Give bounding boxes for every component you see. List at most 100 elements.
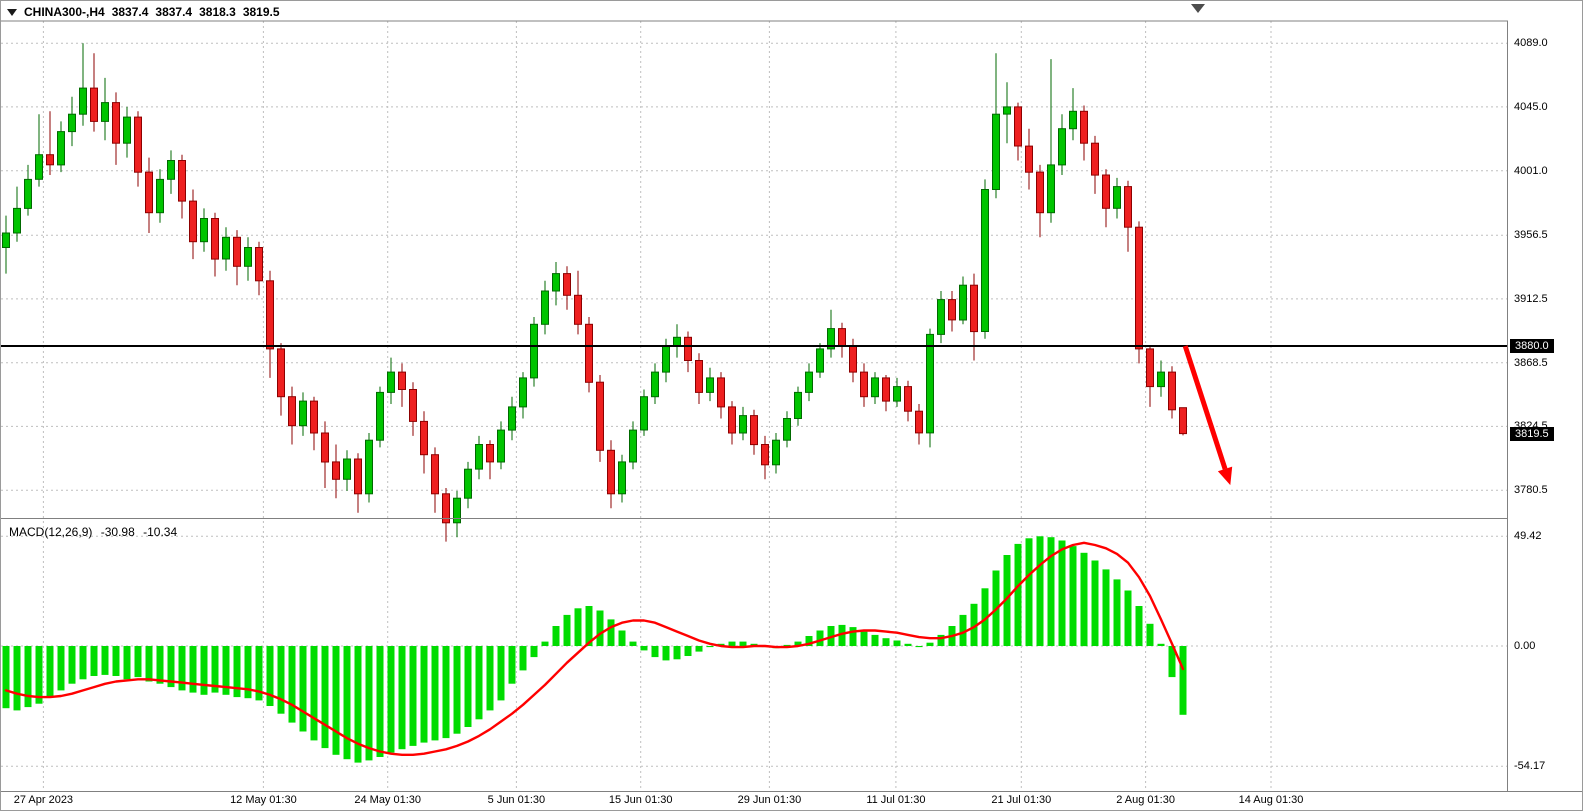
time-axis-label: 24 May 01:30	[354, 794, 422, 806]
candle	[497, 421, 505, 470]
candle	[695, 353, 703, 404]
candle	[541, 280, 549, 335]
candle	[200, 208, 208, 252]
candle	[1135, 221, 1143, 364]
ohlc-close: 3819.5	[242, 5, 280, 19]
time-axis[interactable]: 27 Apr 2023 12 May 01:30 24 May 01:30 5 Jun…	[1, 793, 1507, 810]
candle	[684, 331, 692, 373]
macd-name: MACD(12,26,9)	[9, 525, 93, 539]
price-badge: 3880.0	[1510, 339, 1554, 353]
candle	[101, 77, 109, 141]
candle	[13, 186, 21, 242]
trend-arrow[interactable]	[1182, 345, 1233, 486]
symbol-ohlc-header: CHINA300-,H4 3837.4 3837.4 3818.3 3819.5	[7, 5, 280, 19]
time-axis-label: 29 Jun 01:30	[737, 794, 802, 806]
candle	[585, 317, 593, 393]
candle	[354, 453, 362, 513]
price-tick-label: 3868.5	[1514, 356, 1548, 369]
candle	[915, 404, 923, 445]
price-tick-label: 4045.0	[1514, 100, 1548, 113]
price-tick-label: 4001.0	[1514, 164, 1548, 177]
candle	[90, 53, 98, 132]
candle	[640, 389, 648, 436]
candle	[398, 363, 406, 407]
candle	[79, 43, 87, 126]
horizontal-gridlines-main	[1, 42, 1507, 491]
candle	[1014, 102, 1022, 161]
candle	[1179, 407, 1187, 436]
chart-shift-marker-icon[interactable]	[1191, 4, 1205, 13]
candle	[178, 154, 186, 219]
candle	[552, 262, 560, 306]
candle	[1113, 177, 1121, 219]
candle	[882, 375, 890, 412]
candle	[266, 270, 274, 378]
candle	[387, 357, 395, 404]
candle	[189, 189, 197, 260]
candle	[1168, 366, 1176, 419]
candle	[739, 406, 747, 441]
candle	[299, 392, 307, 436]
candle	[706, 367, 714, 402]
pane-frames	[1, 20, 1582, 792]
candle	[321, 421, 329, 488]
candle	[211, 212, 219, 277]
price-tick-label: 3956.5	[1514, 229, 1548, 242]
candle	[376, 386, 384, 448]
candle	[805, 363, 813, 402]
time-axis-label: 15 Jun 01:30	[608, 794, 673, 806]
candle	[981, 179, 989, 339]
candle	[1047, 59, 1055, 223]
candle	[255, 241, 263, 296]
candle	[365, 433, 373, 503]
candle	[838, 322, 846, 358]
ohlc-open: 3837.4	[111, 5, 149, 19]
candle	[35, 114, 43, 187]
candle	[46, 111, 54, 175]
time-axis-label: 14 Aug 01:30	[1238, 794, 1304, 806]
candle	[68, 96, 76, 147]
macd-signal-line	[4, 541, 1185, 756]
candle	[783, 411, 791, 448]
candle	[134, 111, 142, 187]
candle	[717, 372, 725, 419]
candle	[508, 396, 516, 441]
time-axis-label: 21 Jul 01:30	[991, 794, 1052, 806]
macd-tick-label: 0.00	[1514, 640, 1536, 652]
candle	[343, 450, 351, 491]
symbol-period-label: CHINA300-,H4	[24, 5, 105, 19]
horizontal-gridlines-macd	[1, 535, 1507, 767]
candle	[1091, 135, 1099, 194]
candle	[761, 435, 769, 480]
candle	[244, 237, 252, 281]
price-tick-label: 3780.5	[1514, 484, 1548, 497]
price-tick-label: 4089.0	[1514, 37, 1548, 50]
price-axis[interactable]: 4089.04045.04001.03956.53912.53868.53824…	[1508, 1, 1582, 791]
candle	[1157, 360, 1165, 397]
candle	[563, 266, 571, 310]
time-axis-label: 27 Apr 2023	[13, 794, 74, 806]
candle	[167, 150, 175, 194]
candle	[651, 363, 659, 404]
candle	[574, 270, 582, 335]
candle	[1080, 105, 1088, 161]
time-axis-label: 5 Jun 01:30	[487, 794, 546, 806]
symbol-dropdown-icon[interactable]	[7, 8, 17, 16]
price-tick-label: 3912.5	[1514, 292, 1548, 305]
ohlc-high: 3837.4	[155, 5, 193, 19]
candle	[442, 488, 450, 542]
candle	[420, 411, 428, 474]
candle	[2, 215, 10, 274]
time-axis-label: 12 May 01:30	[230, 794, 297, 806]
candle	[486, 440, 494, 480]
candle	[904, 380, 912, 422]
candle	[1069, 88, 1077, 141]
candle	[728, 401, 736, 445]
candle	[794, 386, 802, 426]
candle	[409, 382, 417, 436]
candle	[475, 435, 483, 480]
macd-histogram	[2, 536, 1187, 763]
candle	[1124, 180, 1132, 252]
